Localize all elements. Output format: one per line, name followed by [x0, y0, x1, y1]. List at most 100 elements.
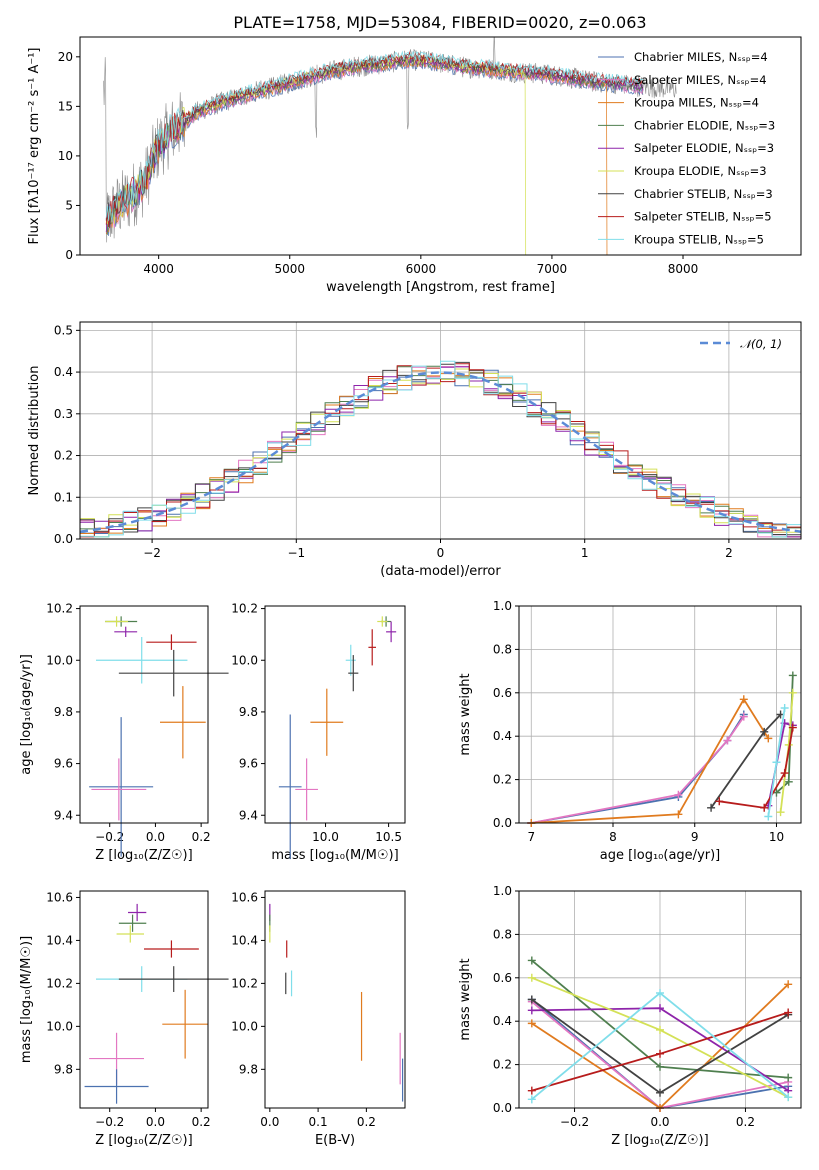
- y-tick-label: 0.2: [493, 1058, 512, 1072]
- panel-6: −0.2 0.0 0.2 9.8 10.0 10.2 10.4 10.6 Z [log₁₀(Z/…: [19, 890, 211, 1148]
- x-tick-label: −0.2: [95, 830, 124, 844]
- plus-marker: [656, 1088, 664, 1097]
- y-tick-label: 10.4: [231, 933, 258, 947]
- x-tick-label: 0.2: [736, 1115, 755, 1129]
- plus-marker: [527, 1095, 536, 1104]
- plus-marker: [776, 808, 785, 817]
- plus-marker: [656, 1025, 664, 1034]
- y-tick-label: 9.4: [54, 808, 73, 822]
- model-spectrum-line: [105, 50, 644, 223]
- plus-marker: [739, 712, 748, 721]
- x-tick-label: 8000: [668, 262, 699, 276]
- y-tick-label: 0.6: [493, 971, 512, 985]
- plot-frame: [79, 321, 802, 540]
- plot-frame: [79, 36, 802, 256]
- plus-marker: [780, 703, 789, 712]
- x-tick-label: 7000: [537, 262, 568, 276]
- x-tick-label: 10: [769, 830, 784, 844]
- y-tick-label: 0.2: [54, 449, 73, 463]
- legend-label: 𝒩(0, 1): [740, 337, 782, 351]
- y-tick-label: 0.5: [54, 323, 73, 337]
- y-axis-label: mass weight: [458, 958, 473, 1040]
- plus-marker: [784, 777, 793, 786]
- y-tick-label: 20: [58, 50, 73, 64]
- plus-marker: [760, 803, 769, 812]
- x-axis-label: (data-model)/error: [380, 564, 501, 579]
- plot-frame: [264, 605, 406, 824]
- legend-label: Chabrier ELODIE, Nₛₛₚ=3: [634, 118, 775, 132]
- errorbars: [278, 616, 397, 860]
- y-tick-label: 0.0: [54, 532, 73, 546]
- panel-1: 4000 5000 6000 7000 8000 0 5 10 15 20 wavelength […: [27, 48, 698, 296]
- y-tick-label: 0.1: [54, 490, 73, 504]
- y-tick-label: 0.4: [493, 1014, 512, 1028]
- plot-frame: [518, 605, 802, 824]
- plus-marker: [784, 1008, 793, 1017]
- y-tick-label: 9.8: [239, 705, 258, 719]
- x-tick-label: 10.0: [312, 830, 339, 844]
- x-tick-label: 0.0: [260, 1115, 279, 1129]
- plus-marker: [527, 1086, 536, 1095]
- x-axis-label: mass [log₁₀(M/M☉)]: [271, 848, 398, 863]
- plot-frame: [79, 605, 209, 824]
- y-tick-label: 10.0: [46, 653, 73, 667]
- model-spectrum-line: [105, 52, 644, 228]
- y-tick-label: 0.4: [493, 729, 512, 743]
- x-tick-label: 10.5: [375, 830, 402, 844]
- errorbars: [89, 616, 229, 857]
- y-tick-label: 10.2: [231, 976, 258, 990]
- x-tick-label: 0.0: [650, 1115, 669, 1129]
- legend-label: Chabrier MILES, Nₛₛₚ=4: [634, 50, 768, 64]
- plot-frame: [518, 890, 802, 1109]
- y-tick-label: 9.8: [239, 1062, 258, 1076]
- y-tick-label: 9.4: [239, 808, 258, 822]
- plus-marker: [772, 758, 781, 767]
- plus-marker: [707, 803, 716, 812]
- x-tick-label: 0: [437, 546, 445, 560]
- y-tick-label: 10.0: [231, 653, 258, 667]
- plus-marker: [656, 1004, 664, 1013]
- y-tick-label: 10.0: [231, 1019, 258, 1033]
- plus-marker: [674, 790, 683, 799]
- x-axis-label: age [log₁₀(age/yr)]: [600, 848, 721, 863]
- y-tick-label: 10.2: [46, 976, 73, 990]
- plot-frame: [79, 890, 209, 1109]
- plus-marker: [527, 1019, 536, 1028]
- panel-2: −2 −1 0 1 2 0.0 0.1 0.2 0.3 0.4 0.5 (data-model)/er…: [27, 322, 801, 579]
- plus-marker: [715, 797, 724, 806]
- weight-line: [719, 727, 794, 809]
- x-axis-label: Z [log₁₀(Z/Z☉)]: [611, 1133, 708, 1148]
- x-tick-label: −0.2: [560, 1115, 589, 1129]
- y-tick-label: 15: [58, 99, 73, 113]
- x-tick-label: 0.2: [192, 830, 211, 844]
- plot-frame: [264, 890, 406, 1109]
- x-tick-label: 6000: [406, 262, 437, 276]
- y-tick-label: 9.6: [54, 757, 73, 771]
- y-axis-label: mass weight: [458, 673, 473, 755]
- legend: Chabrier MILES, Nₛₛₚ=4 Salpeter MILES, Nₛ…: [598, 50, 775, 246]
- plus-marker: [784, 1073, 793, 1082]
- x-tick-label: 8: [609, 830, 617, 844]
- plus-marker: [527, 956, 536, 965]
- plus-marker: [527, 973, 536, 982]
- y-axis-label: Flux [fλ10⁻¹⁷ erg cm⁻² s⁻¹ A⁻¹]: [27, 48, 42, 245]
- plus-marker: [780, 769, 789, 778]
- plus-marker: [764, 812, 773, 821]
- legend-label: Salpeter ELODIE, Nₛₛₚ=3: [634, 141, 774, 155]
- y-axis-label: Normed distribution: [27, 366, 42, 496]
- plus-marker: [788, 671, 797, 680]
- x-tick-label: 0.0: [146, 830, 165, 844]
- y-tick-label: 0.8: [493, 642, 512, 656]
- errorbars: [84, 903, 229, 1104]
- x-tick-label: 0.2: [357, 1115, 376, 1129]
- plus-marker: [784, 1093, 793, 1102]
- y-tick-label: 10.2: [46, 602, 73, 616]
- plus-marker: [656, 1062, 664, 1071]
- x-tick-label: −1: [287, 546, 305, 560]
- plus-marker: [723, 736, 732, 745]
- spectrum-lines: [103, 37, 677, 255]
- y-tick-label: 10.2: [231, 602, 258, 616]
- y-axis-label: age [log₁₀(age/yr)]: [19, 654, 34, 775]
- x-axis-label: Z [log₁₀(Z/Z☉)]: [95, 848, 192, 863]
